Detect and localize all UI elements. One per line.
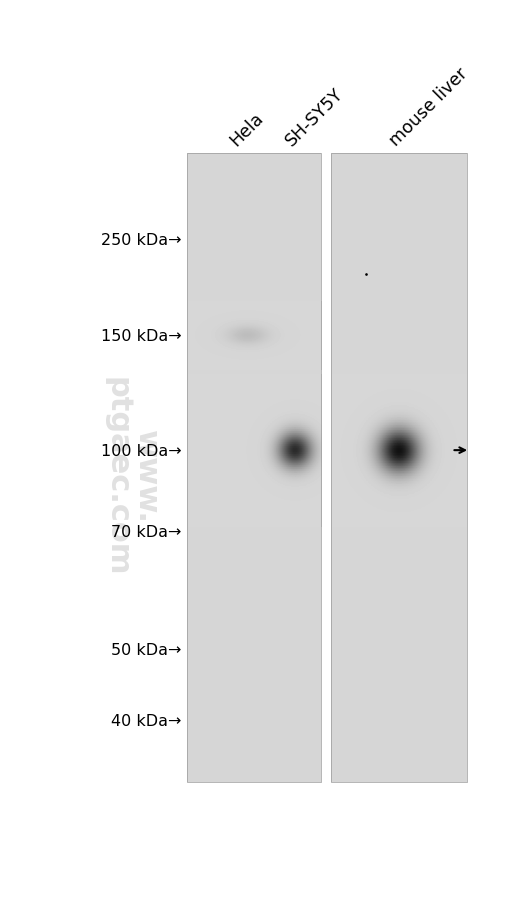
Text: 150 kDa→: 150 kDa→ bbox=[101, 328, 181, 344]
Text: 40 kDa→: 40 kDa→ bbox=[111, 713, 181, 728]
Text: www.
ptgaec.com: www. ptgaec.com bbox=[103, 377, 161, 576]
Text: 50 kDa→: 50 kDa→ bbox=[111, 642, 181, 658]
Text: 250 kDa→: 250 kDa→ bbox=[101, 233, 181, 248]
Bar bbox=[188, 153, 321, 782]
Text: Hela: Hela bbox=[226, 109, 267, 150]
Text: mouse liver: mouse liver bbox=[386, 65, 471, 150]
Bar bbox=[331, 153, 467, 782]
Bar bbox=[321, 153, 331, 782]
Text: 100 kDa→: 100 kDa→ bbox=[101, 443, 181, 458]
Bar bbox=[188, 153, 321, 782]
Text: 70 kDa→: 70 kDa→ bbox=[111, 524, 181, 539]
Bar bbox=[331, 153, 467, 782]
Text: SH-SY5Y: SH-SY5Y bbox=[281, 85, 347, 150]
